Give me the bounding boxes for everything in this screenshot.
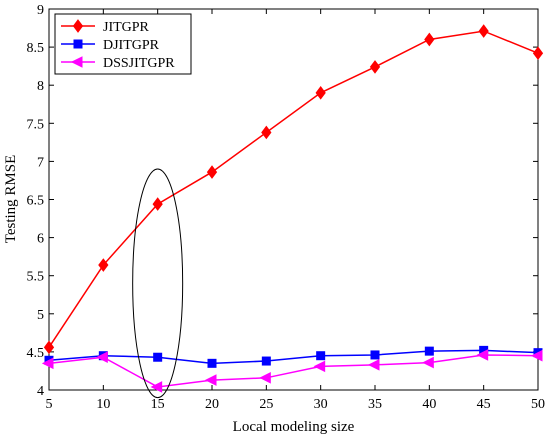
y-tick-label: 6.5 (27, 194, 45, 209)
data-point (207, 358, 217, 368)
x-tick-label: 5 (46, 397, 53, 412)
data-point (369, 60, 381, 74)
data-point (313, 360, 326, 373)
x-tick-label: 25 (259, 397, 273, 412)
x-tick-label: 45 (477, 397, 491, 412)
series-line (48, 354, 539, 388)
x-tick-label: 10 (96, 397, 110, 412)
data-point (153, 352, 163, 362)
data-point (41, 357, 54, 370)
y-tick-label: 5.5 (27, 270, 45, 285)
data-point (422, 356, 434, 369)
legend-marker (73, 39, 83, 49)
y-tick-label: 8 (37, 79, 44, 94)
x-axis-label: Local modeling size (233, 419, 355, 435)
data-point (204, 374, 217, 386)
legend-label: DSSJITGPR (103, 56, 175, 71)
data-point (424, 32, 435, 47)
y-tick-label: 7 (37, 155, 44, 170)
y-tick-label: 4.5 (27, 346, 45, 361)
y-tick-label: 8.5 (27, 41, 45, 56)
series-dssjitgpr (41, 349, 543, 393)
data-point (476, 349, 489, 361)
y-tick-label: 4 (37, 384, 44, 399)
legend-item: DJITGPR (61, 38, 160, 53)
x-tick-label: 40 (422, 397, 436, 412)
highlight-ellipse (132, 168, 184, 399)
y-tick-label: 7.5 (27, 117, 45, 132)
x-tick-label: 35 (368, 397, 382, 412)
y-tick-label: 9 (37, 3, 44, 18)
legend: JITGPR DJITGPR DSSJITGPR (54, 13, 192, 75)
data-point (43, 340, 55, 355)
legend-marker (72, 19, 84, 33)
legend-item: JITGPR (61, 19, 150, 35)
legend-label: DJITGPR (103, 38, 160, 53)
series-line (48, 30, 539, 348)
data-point (370, 350, 380, 360)
data-point (424, 346, 434, 356)
y-axis-label: Testing RMSE (3, 155, 19, 244)
legend-label: JITGPR (103, 20, 150, 35)
data-point (261, 125, 272, 140)
data-point (478, 24, 489, 38)
data-point (530, 349, 543, 362)
data-point (315, 85, 326, 100)
x-tick-label: 30 (314, 397, 328, 412)
legend-item: DSSJITGPR (61, 56, 175, 71)
plot-area: 5 10 15 20 25 30 35 40 45 50 4 4.5 5 5.5 6 6.5 7 7.5 8 8.5 9… (27, 3, 546, 412)
data-point (367, 359, 380, 371)
x-tick-label: 50 (531, 397, 545, 412)
data-point (261, 356, 271, 366)
data-point (316, 351, 326, 361)
series-line (48, 349, 539, 365)
x-tick-label: 15 (151, 397, 165, 412)
data-point (152, 197, 163, 211)
data-point (206, 165, 218, 179)
data-point (98, 258, 109, 272)
data-point (532, 46, 544, 61)
y-tick-label: 5 (37, 308, 44, 323)
data-point (150, 381, 163, 393)
data-point (96, 351, 108, 364)
legend-marker (70, 56, 83, 68)
y-tick-label: 6 (37, 232, 44, 247)
x-tick-label: 20 (205, 397, 219, 412)
data-point (259, 371, 271, 384)
series-jitgpr (43, 24, 544, 355)
